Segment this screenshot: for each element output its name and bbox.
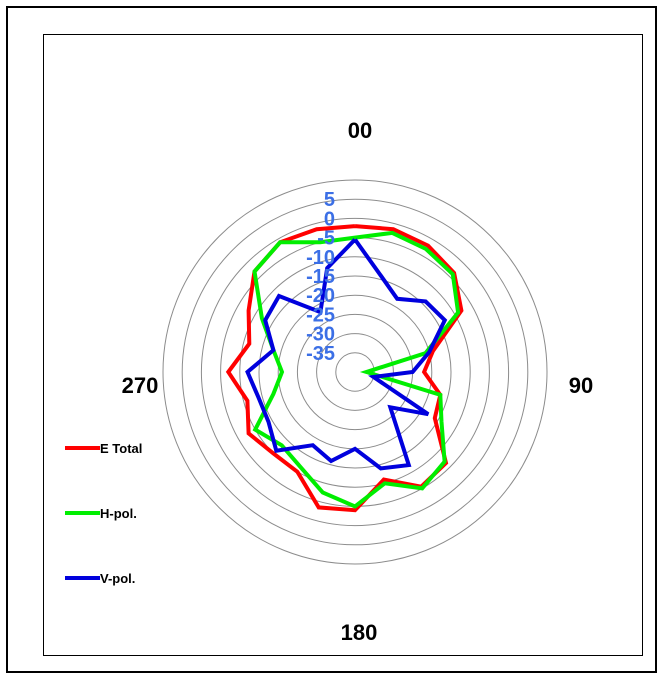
- plot-area: [43, 34, 643, 656]
- radial-tick-label: -25: [306, 304, 335, 326]
- grid-circle: [220, 237, 490, 507]
- grid-circle: [335, 352, 375, 392]
- grid-circle: [316, 333, 394, 411]
- radial-tick-labels: 50-5-10-15-20-25-30-35: [306, 189, 335, 365]
- grid-circle: [200, 217, 510, 527]
- angle-label: 270: [122, 373, 159, 398]
- angle-labels: 00 90 180 270: [122, 118, 594, 645]
- legend-label: H-pol.: [100, 506, 137, 521]
- radial-tick-label: -30: [306, 324, 335, 346]
- radial-tick-label: -10: [306, 247, 335, 269]
- angle-label: 180: [341, 620, 378, 645]
- radial-tick-label: -20: [306, 285, 335, 307]
- radial-tick-label: 5: [324, 189, 335, 211]
- grid-circle: [181, 198, 529, 546]
- radial-tick-label: -5: [317, 228, 335, 250]
- grid-circle: [162, 179, 548, 565]
- grid-circle: [258, 275, 452, 469]
- angle-label: 90: [569, 373, 593, 398]
- series-line-e-total: [225, 224, 464, 513]
- legend-label: V-pol.: [100, 571, 135, 586]
- series-layer: [225, 224, 464, 513]
- grid-circle: [239, 256, 471, 488]
- radial-tick-label: -35: [306, 343, 335, 365]
- legend: E Total H-pol. V-pol.: [65, 441, 142, 586]
- series-line-h-pol: [252, 230, 461, 509]
- legend-label: E Total: [100, 441, 142, 456]
- radial-tick-label: 0: [324, 208, 335, 230]
- series-line-v-pol: [245, 238, 448, 471]
- radial-tick-label: -15: [306, 266, 335, 288]
- outer-frame: [6, 6, 657, 673]
- angle-label: 00: [348, 118, 372, 143]
